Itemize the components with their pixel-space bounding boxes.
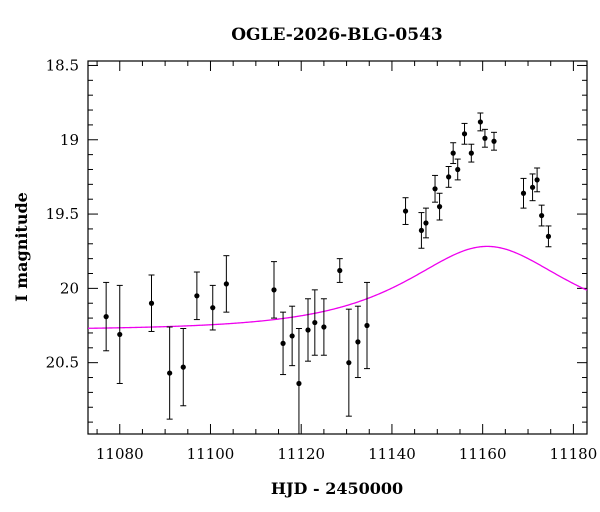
data-point: [455, 166, 461, 173]
data-point: [289, 333, 295, 339]
x-tick-label: 11160: [459, 445, 507, 463]
data-point: [520, 190, 527, 196]
data-point: [364, 322, 370, 329]
data-point: [446, 174, 452, 180]
data-point: [312, 319, 318, 326]
data-point: [423, 220, 429, 226]
data-point: [482, 135, 488, 141]
y-tick-label: 20: [60, 279, 79, 297]
data-point: [103, 314, 109, 320]
data-point: [271, 287, 277, 293]
chart-title: OGLE-2026-BLG-0543: [231, 25, 443, 45]
plot-frame: [87, 60, 588, 435]
data-point: [210, 305, 216, 311]
y-axis-label: I magnitude: [12, 192, 31, 302]
y-tick-label: 19: [60, 131, 79, 149]
data-point: [167, 370, 173, 376]
data-point: [418, 227, 425, 234]
x-tick-label: 11120: [277, 445, 325, 463]
x-tick-label: 11180: [550, 445, 598, 463]
data-point: [534, 177, 540, 183]
data-point: [296, 380, 302, 387]
data-point: [305, 327, 311, 333]
data-point: [280, 340, 286, 346]
data-point: [117, 331, 123, 338]
axis-ticks: 11080 11100 11120 11140 11160 11180 18.5 19 19.5…: [46, 56, 598, 463]
data-point: [468, 150, 474, 156]
data-point: [491, 138, 497, 144]
data-point: [545, 233, 552, 239]
data-point: [355, 339, 361, 345]
y-tick-label: 18.5: [46, 56, 79, 74]
data-point: [402, 208, 409, 214]
y-tick-label: 20.5: [46, 354, 79, 372]
x-tick-label: 11140: [368, 445, 416, 463]
data-point: [346, 360, 352, 366]
x-tick-label: 11080: [96, 445, 144, 463]
data-points-group: [103, 112, 552, 434]
data-point: [450, 150, 456, 156]
data-point: [337, 267, 343, 274]
data-point: [477, 119, 483, 125]
y-tick-label: 19.5: [46, 205, 79, 223]
x-axis-label: HJD - 2450000: [271, 479, 403, 498]
data-point: [223, 281, 229, 287]
data-point: [529, 184, 536, 190]
model-curve-group: [87, 245, 588, 329]
data-point: [461, 131, 468, 137]
data-point: [321, 324, 327, 330]
data-point: [432, 186, 438, 192]
data-point: [148, 300, 155, 306]
data-point: [539, 212, 545, 219]
data-point: [436, 204, 443, 210]
data-point: [194, 293, 200, 299]
data-point: [180, 364, 186, 370]
model-curve: [87, 245, 588, 329]
x-tick-label: 11100: [187, 445, 235, 463]
